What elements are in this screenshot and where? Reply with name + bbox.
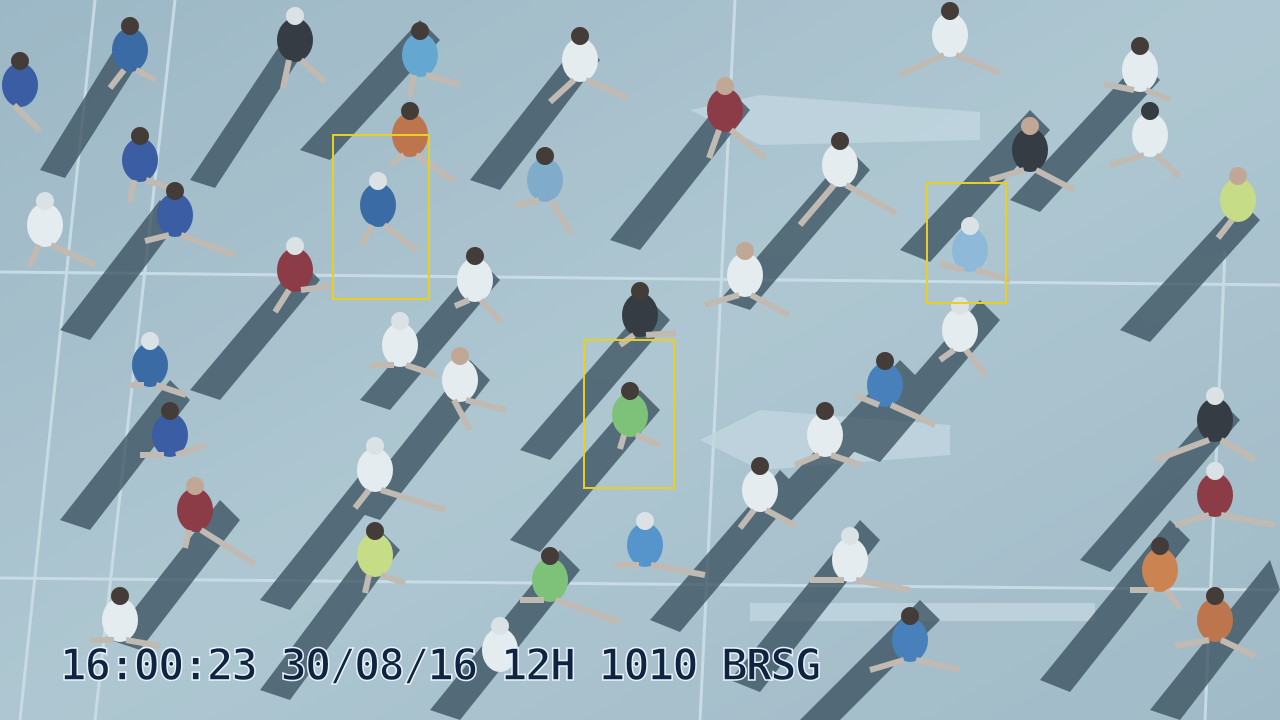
- runner: [402, 22, 461, 98]
- runner: [1153, 387, 1257, 463]
- runner: [547, 27, 630, 105]
- runner: [453, 247, 504, 325]
- runner: [277, 7, 328, 89]
- runner: [107, 17, 158, 90]
- runner: [514, 147, 574, 236]
- runner: [26, 192, 97, 269]
- runner: [706, 77, 767, 161]
- runner: [352, 437, 446, 513]
- runner: [272, 237, 332, 314]
- runner: [989, 117, 1076, 193]
- runner: [442, 347, 507, 432]
- runner: [797, 132, 898, 227]
- runner: [612, 382, 662, 450]
- runner: [737, 457, 798, 530]
- detection-box[interactable]: [926, 182, 1007, 304]
- runner: [140, 402, 207, 458]
- runner: [482, 617, 518, 672]
- runner: [939, 217, 1011, 283]
- runner: [2, 52, 43, 134]
- timestamp-overlay: 16:00:23 30/08/16 12H 1010 BRSG: [59, 639, 822, 692]
- runner: [1174, 587, 1257, 659]
- runner: [704, 242, 791, 318]
- runner: [90, 587, 161, 649]
- detection-box[interactable]: [332, 134, 430, 300]
- runner: [938, 297, 989, 378]
- runner: [1174, 462, 1276, 528]
- runner: [869, 607, 961, 673]
- runner: [615, 512, 706, 578]
- runner: [853, 352, 937, 428]
- runner: [520, 547, 621, 625]
- runner: [177, 477, 257, 567]
- runner: [810, 527, 911, 593]
- runner: [357, 522, 406, 594]
- runner: [144, 182, 237, 258]
- runner: [130, 332, 187, 398]
- detection-box[interactable]: [583, 339, 675, 489]
- runner: [1130, 537, 1183, 610]
- runners: [2, 2, 1276, 673]
- runner: [370, 312, 437, 378]
- runner: [793, 402, 862, 468]
- runner: [1215, 167, 1256, 240]
- runner: [1103, 37, 1172, 103]
- runner: [359, 172, 420, 254]
- runner: [1109, 102, 1183, 180]
- runner: [898, 2, 1002, 78]
- runner: [122, 127, 177, 203]
